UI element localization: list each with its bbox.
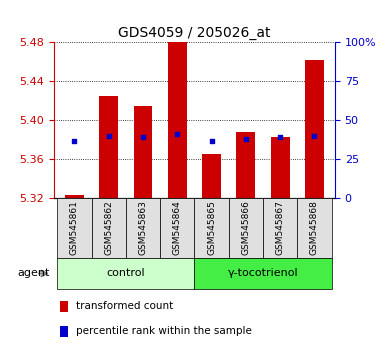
Title: GDS4059 / 205026_at: GDS4059 / 205026_at <box>118 26 271 40</box>
Bar <box>57 198 92 258</box>
Point <box>105 133 112 139</box>
Bar <box>194 198 229 258</box>
Bar <box>194 258 331 289</box>
Point <box>140 135 146 140</box>
Bar <box>297 198 331 258</box>
Text: γ-tocotrienol: γ-tocotrienol <box>228 268 298 279</box>
Point <box>243 136 249 142</box>
Bar <box>236 132 255 198</box>
Text: GSM545866: GSM545866 <box>241 200 250 256</box>
Point <box>71 138 77 143</box>
Point <box>277 135 283 140</box>
Bar <box>202 154 221 198</box>
Text: GSM545864: GSM545864 <box>173 201 182 256</box>
Bar <box>57 258 194 289</box>
Bar <box>305 60 324 198</box>
Bar <box>60 326 68 337</box>
Point <box>174 132 180 137</box>
Bar <box>229 198 263 258</box>
Bar <box>168 36 187 198</box>
Bar <box>92 198 126 258</box>
Bar <box>99 96 118 198</box>
Text: GSM545861: GSM545861 <box>70 200 79 256</box>
Bar <box>134 106 152 198</box>
Bar <box>160 198 194 258</box>
Text: agent: agent <box>18 268 50 279</box>
Text: transformed count: transformed count <box>76 301 174 311</box>
Bar <box>126 198 160 258</box>
Text: percentile rank within the sample: percentile rank within the sample <box>76 326 252 336</box>
Text: control: control <box>107 268 145 279</box>
Bar <box>263 198 297 258</box>
Text: GSM545863: GSM545863 <box>139 200 147 256</box>
Text: GSM545867: GSM545867 <box>276 200 285 256</box>
Text: GSM545868: GSM545868 <box>310 200 319 256</box>
Point <box>311 133 318 139</box>
Bar <box>65 195 84 198</box>
Point <box>209 138 215 143</box>
Bar <box>271 137 290 198</box>
Text: GSM545865: GSM545865 <box>207 200 216 256</box>
Bar <box>60 301 68 312</box>
Text: GSM545862: GSM545862 <box>104 201 113 256</box>
